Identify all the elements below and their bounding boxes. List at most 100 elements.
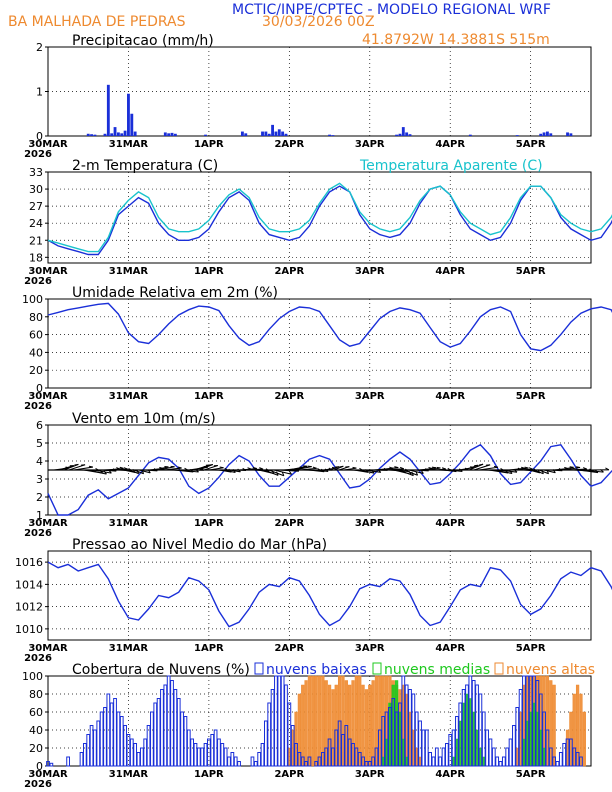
x-tick-label: 5APR [516, 643, 546, 654]
cloud-bar-nuvens-baixas [535, 680, 540, 767]
cloud-bar-nuvens-baixas [217, 738, 221, 767]
x-tick-label: 30MAR [28, 518, 68, 529]
wind-vector [518, 468, 533, 471]
wind-vector-head [177, 466, 182, 469]
cloud-bar-nuvens-baixas [501, 756, 506, 767]
wind-vector [128, 469, 139, 475]
cloud-bar-nuvens-baixas [327, 738, 332, 767]
y-tick-label: 60 [29, 706, 43, 719]
cloud-bar-nuvens-baixas [274, 675, 278, 767]
cloud-bar-nuvens-baixas [424, 729, 429, 767]
cloud-bar-nuvens-baixas [458, 702, 463, 767]
x-tick-label: 3APR [355, 643, 385, 654]
y-tick-label: 0 [36, 382, 43, 395]
cloud-bar-nuvens-baixas [307, 756, 312, 767]
wind-vector [528, 469, 541, 474]
cloud-bar-nuvens-baixas [79, 752, 84, 767]
cloud-bar-nuvens-baixas [438, 756, 443, 767]
x-tick-label: 4APR [435, 643, 465, 654]
panel-title: Umidade Relativa em 2m (%) [72, 285, 278, 301]
y-tick-label: 1010 [15, 623, 43, 636]
legend-label: nuvens baixas [266, 662, 367, 678]
panel-title: Precipitacao (mm/h) [72, 33, 214, 49]
precip-bar [542, 132, 546, 136]
wind-vector-head [339, 465, 344, 468]
chart-header-coords: 41.8792W 14.3881S 515m [362, 32, 550, 48]
cloud-bar-nuvens-baixas [381, 716, 386, 767]
wind-vector [228, 469, 241, 473]
precip-bar [90, 134, 93, 136]
precip-bar [401, 127, 405, 136]
precip-bar [549, 133, 553, 136]
wind-vector [243, 467, 257, 471]
y-tick-label: 0 [36, 130, 43, 143]
x-tick-label: 4APR [435, 391, 465, 402]
cloud-bar-nuvens-baixas [129, 738, 134, 767]
cloud-bar-nuvens-baixas [160, 689, 164, 767]
cloud-bar-nuvens-baixas [481, 711, 486, 767]
x-year-label: 2026 [24, 779, 52, 790]
wind-vector [308, 469, 325, 473]
cloud-bar-nuvens-baixas [441, 747, 446, 767]
wind-vector [543, 469, 556, 474]
cloud-bar-nuvens-baixas [280, 675, 285, 767]
cloud-bar-nuvens-baixas [297, 752, 302, 767]
x-tick-label: 31MAR [109, 391, 149, 402]
x-tick-label: 5APR [516, 769, 546, 780]
wind-vector [263, 469, 279, 476]
cloud-bar-nuvens-baixas [210, 734, 215, 767]
panel-frame [47, 550, 592, 641]
cloud-bar-nuvens-baixas [270, 689, 275, 767]
cloud-bar-nuvens-baixas [133, 743, 138, 767]
cloud-bar-nuvens-baixas [190, 738, 195, 767]
panel-frame [47, 171, 592, 264]
cloud-bar-nuvens-baixas [572, 747, 577, 767]
precip-bar [395, 134, 399, 136]
wind-vector [413, 469, 429, 472]
cloud-bar-nuvens-baixas [106, 693, 111, 767]
y-tick-label: 33 [29, 166, 43, 179]
wind-vector-head [479, 463, 484, 466]
cloud-bar-nuvens-baixas [186, 729, 191, 767]
wind-vector [498, 469, 518, 473]
wind-vector-head [259, 467, 264, 470]
cloud-bar-nuvens-baixas [532, 675, 536, 767]
cloud-bar-nuvens-baixas [555, 761, 560, 767]
precip-bar [170, 132, 174, 136]
wind-vector-head [493, 465, 499, 468]
x-tick-label: 1APR [194, 391, 224, 402]
wind-vector [378, 467, 399, 471]
precip-bar [173, 133, 177, 136]
cloud-bar-nuvens-baixas [384, 711, 389, 767]
x-tick-label: 30MAR [28, 391, 68, 402]
cloud-bar-nuvens-baixas [505, 747, 510, 767]
x-year-label: 2026 [24, 653, 52, 664]
panel-frame [47, 298, 592, 389]
wind-vector-head [582, 467, 588, 470]
cloud-bar-nuvens-altas [314, 675, 318, 767]
cloud-bar-nuvens-baixas [203, 743, 208, 767]
cloud-bar-nuvens-baixas [444, 743, 449, 767]
cloud-bar-nuvens-baixas [156, 698, 161, 767]
precip-bar [103, 133, 107, 136]
cloud-bar-nuvens-baixas [89, 725, 94, 767]
y-tick-label: 100 [22, 670, 43, 683]
precip-bar [93, 134, 97, 136]
wind-vector-head [288, 470, 292, 475]
wind-vector [473, 464, 491, 471]
precip-bar [271, 124, 274, 136]
panel-5: 1010 1012 1014 1016 30MAR 31MAR 1APR 2APR 3APR 4A… [15, 537, 612, 664]
x-tick-label: 5APR [516, 266, 546, 277]
wind-vector [138, 469, 151, 474]
y-tick-label: 0 [36, 760, 43, 773]
precip-bar [167, 133, 171, 136]
cloud-bar-nuvens-baixas [193, 743, 198, 767]
cloud-bar-nuvens-baixas [119, 716, 124, 767]
x-tick-label: 2APR [274, 769, 304, 780]
precip-bar [405, 132, 409, 136]
precip-bar [264, 131, 268, 136]
wind-vector [293, 466, 312, 471]
cloud-bar-nuvens-altas [552, 684, 556, 767]
x-tick-label: 1APR [194, 643, 224, 654]
cloud-bar-nuvens-baixas [508, 738, 513, 767]
